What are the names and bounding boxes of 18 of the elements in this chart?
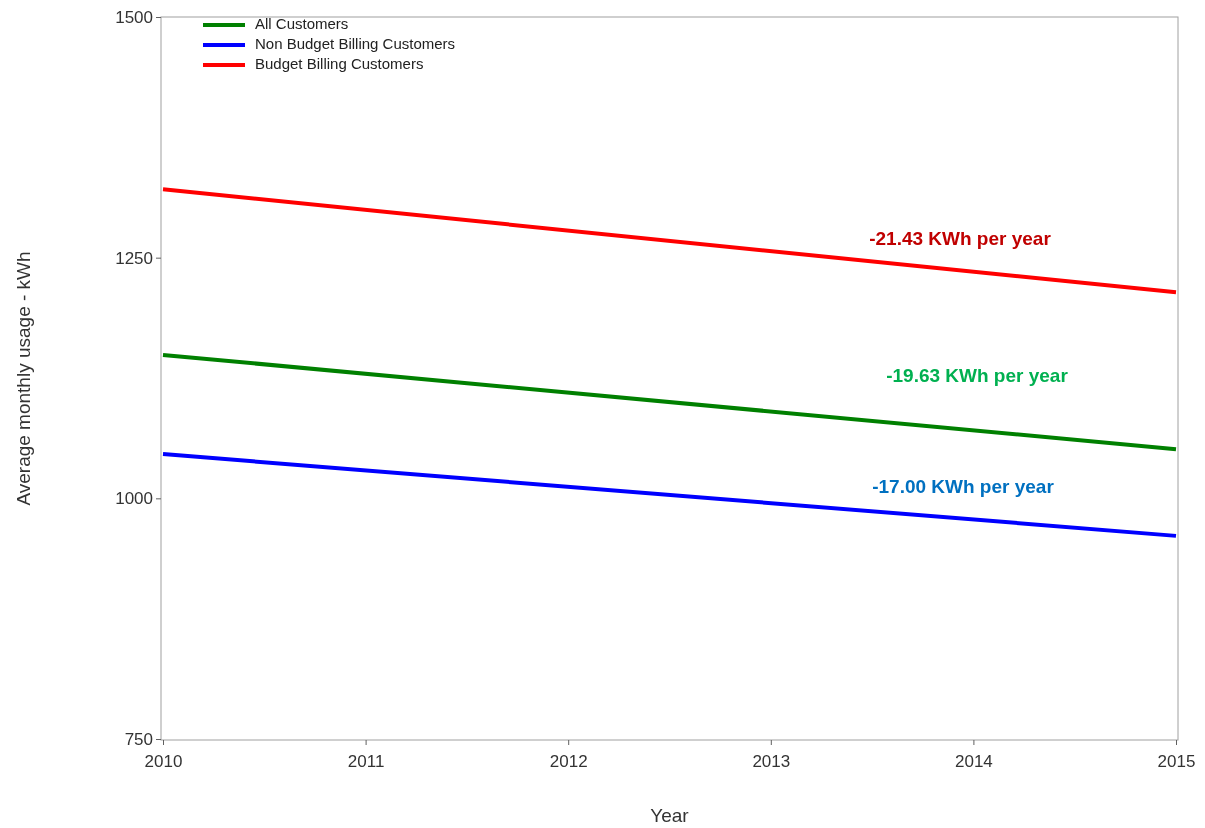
y-tick-label: 1250: [115, 248, 153, 268]
annotation: -17.00 KWh per year: [872, 476, 1055, 498]
legend-label: All Customers: [255, 14, 349, 32]
x-axis-title: Year: [650, 805, 690, 826]
y-axis-title: Average monthly usage - kWh: [13, 251, 34, 506]
x-tick-label: 2011: [347, 751, 385, 771]
y-tick-label: 1500: [115, 7, 153, 27]
legend-label: Budget Billing Customers: [255, 54, 424, 72]
y-tick-label: 750: [124, 729, 153, 749]
y-tick-label: 1000: [115, 489, 153, 509]
annotation: -21.43 KWh per year: [869, 228, 1052, 250]
x-tick-label: 2010: [144, 751, 183, 771]
legend-label: Non Budget Billing Customers: [255, 34, 456, 52]
x-tick-label: 2015: [1157, 751, 1196, 771]
x-tick-label: 2014: [954, 751, 993, 771]
annotation: -19.63 KWh per year: [886, 365, 1069, 387]
x-tick-label: 2012: [549, 751, 588, 771]
x-tick-label: 2013: [752, 751, 791, 771]
